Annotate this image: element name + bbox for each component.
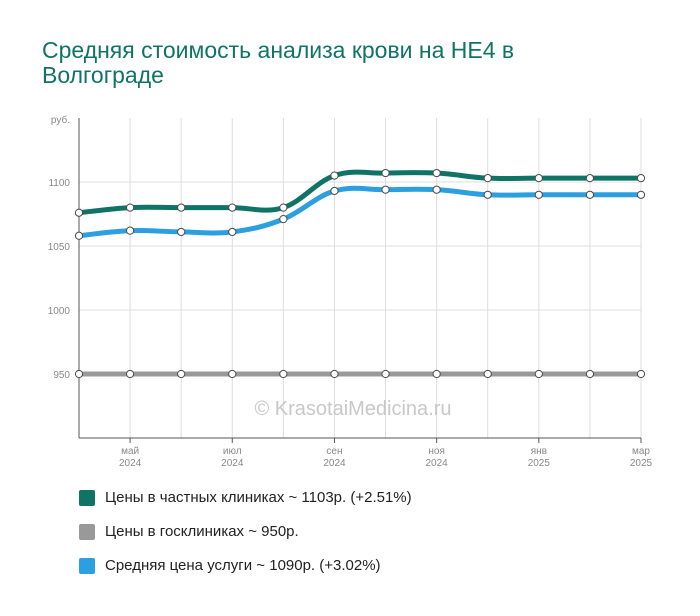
- data-point-average: [228, 227, 237, 237]
- y-axis-unit-label: руб.: [51, 114, 70, 126]
- x-tick-label-month: май: [121, 446, 139, 457]
- data-point-private: [483, 174, 492, 183]
- data-point-private: [279, 203, 288, 212]
- x-tick-label-month: мар: [632, 446, 650, 457]
- y-tick-label: 950: [53, 370, 70, 381]
- x-tick-label-year: 2024: [426, 458, 449, 469]
- data-point-public: [483, 369, 492, 379]
- x-tick-label-year: 2024: [323, 458, 346, 469]
- data-point-average: [74, 231, 84, 240]
- data-point-average: [330, 186, 339, 196]
- x-tick-label-year: 2024: [119, 458, 142, 469]
- data-point-public: [585, 369, 595, 379]
- data-point-public: [177, 369, 186, 379]
- data-point-public: [74, 369, 84, 379]
- data-point-private: [432, 168, 441, 178]
- data-point-public: [534, 369, 543, 379]
- x-tick-label-year: 2025: [630, 458, 653, 469]
- data-point-average: [432, 185, 441, 194]
- x-tick-label-month: янв: [531, 446, 547, 457]
- data-point-private: [74, 208, 84, 217]
- data-points: [74, 168, 646, 379]
- x-tick-label-month: ноя: [428, 446, 445, 457]
- data-point-average: [483, 190, 492, 199]
- data-point-average: [177, 227, 186, 237]
- data-point-private: [534, 174, 543, 183]
- data-point-average: [125, 226, 135, 235]
- series: [75, 168, 645, 378]
- x-tick-label-month: июл: [223, 446, 242, 457]
- data-point-public: [279, 369, 288, 379]
- data-point-private: [585, 174, 595, 183]
- data-point-average: [636, 190, 646, 199]
- data-point-public: [432, 369, 441, 379]
- data-point-average: [534, 190, 543, 199]
- data-point-private: [177, 203, 186, 212]
- legend-swatch-private: [79, 490, 95, 506]
- data-point-private: [330, 171, 339, 180]
- data-point-private: [125, 203, 135, 212]
- legend-label-average: Средняя цена услуги ~ 1090р. (+3.02%): [105, 557, 381, 574]
- x-tick-label-month: сен: [326, 446, 342, 457]
- data-point-public: [228, 369, 237, 379]
- data-point-private: [636, 174, 646, 183]
- data-point-private: [381, 168, 390, 178]
- data-point-private: [228, 203, 237, 212]
- data-point-public: [636, 369, 646, 379]
- series-line-private: [76, 169, 644, 216]
- axes: 950100010501100руб.май2024июл2024сен2024…: [48, 114, 653, 469]
- data-point-average: [279, 215, 288, 224]
- data-point-public: [125, 369, 135, 379]
- chart-title: Средняя стоимость анализа крови на HE4 в…: [42, 37, 515, 88]
- data-point-average: [585, 190, 595, 199]
- x-tick-label-year: 2025: [528, 458, 551, 469]
- data-point-public: [381, 369, 390, 379]
- watermark-text: © KrasotaiMedicina.ru: [254, 398, 451, 420]
- legend-label-private: Цены в частных клиниках ~ 1103р. (+2.51%…: [105, 489, 412, 506]
- x-tick-label-year: 2024: [221, 458, 244, 469]
- y-tick-label: 1000: [48, 306, 71, 317]
- y-tick-label: 1100: [48, 178, 70, 189]
- data-point-average: [381, 185, 390, 194]
- legend-label-public: Цены в госклиниках ~ 950р.: [105, 523, 299, 540]
- series-line-average: [76, 185, 644, 239]
- y-tick-label: 1050: [48, 242, 71, 253]
- grid: [79, 118, 642, 438]
- legend-swatch-average: [79, 558, 95, 574]
- legend-swatch-public: [79, 524, 95, 540]
- data-point-public: [330, 369, 339, 379]
